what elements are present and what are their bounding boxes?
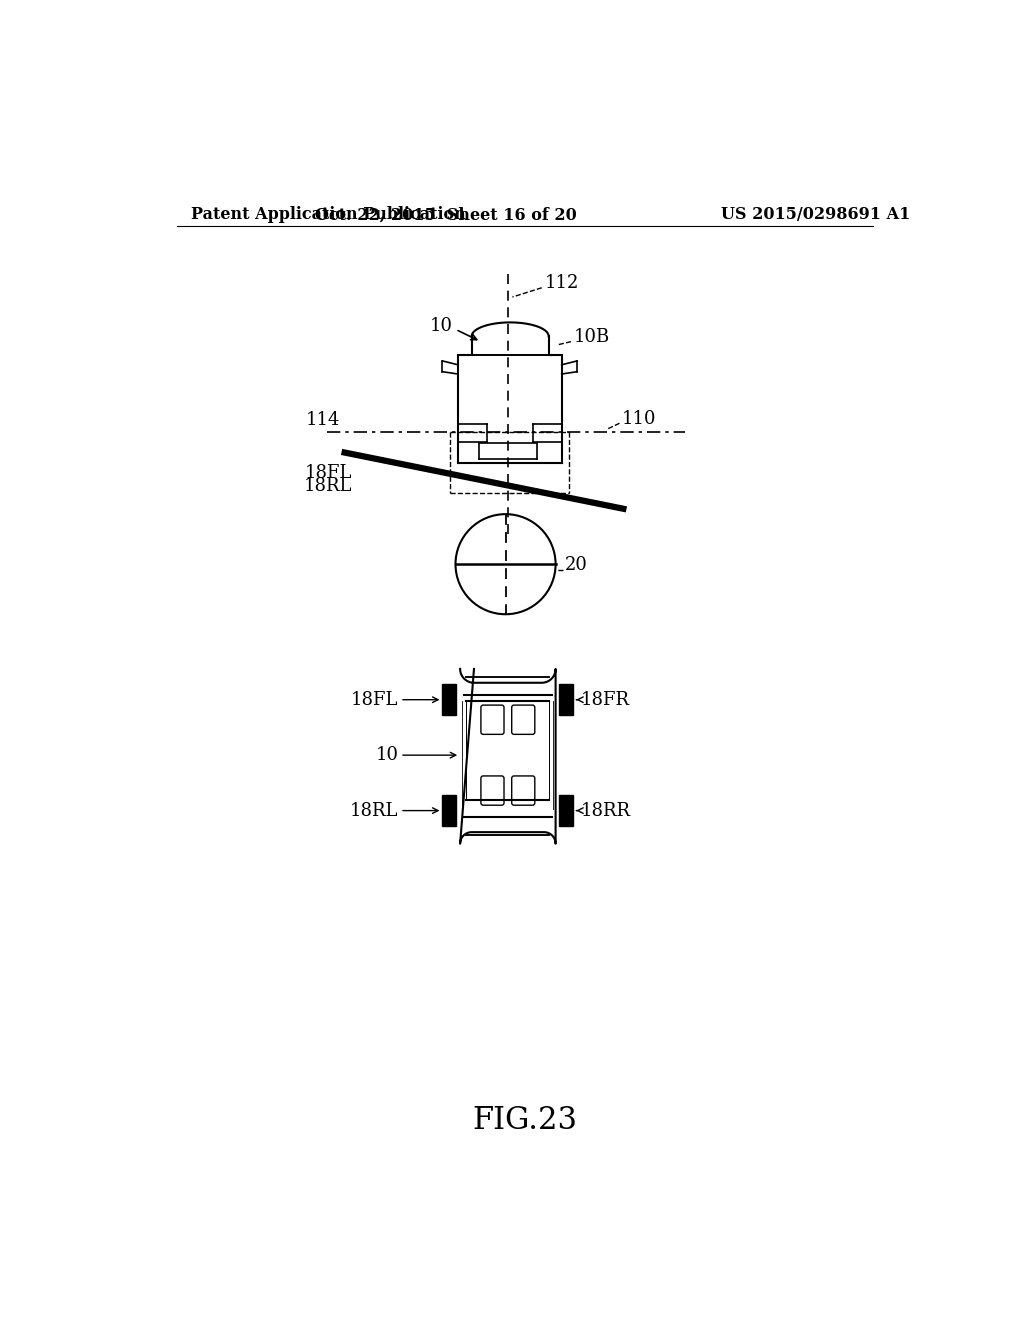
Text: 114: 114 [305,412,340,429]
Text: 10: 10 [376,746,398,764]
Bar [442,684,457,715]
Text: 10: 10 [429,317,453,335]
Text: 18RL: 18RL [304,478,352,495]
Text: 112: 112 [545,275,580,292]
Text: 18FL: 18FL [351,690,398,709]
Text: 18RL: 18RL [350,801,398,820]
Bar [442,795,457,826]
Text: Oct. 22, 2015  Sheet 16 of 20: Oct. 22, 2015 Sheet 16 of 20 [315,206,578,223]
Text: Patent Application Publication: Patent Application Publication [190,206,465,223]
Text: 18RR: 18RR [581,801,631,820]
Text: 110: 110 [622,409,656,428]
Bar [559,684,573,715]
Text: 20: 20 [565,556,588,574]
Text: 18FL: 18FL [305,463,352,482]
Text: US 2015/0298691 A1: US 2015/0298691 A1 [721,206,910,223]
Text: FIG.23: FIG.23 [472,1105,578,1137]
Bar [559,795,573,826]
Text: 18FR: 18FR [581,690,630,709]
Text: 10B: 10B [573,329,609,346]
